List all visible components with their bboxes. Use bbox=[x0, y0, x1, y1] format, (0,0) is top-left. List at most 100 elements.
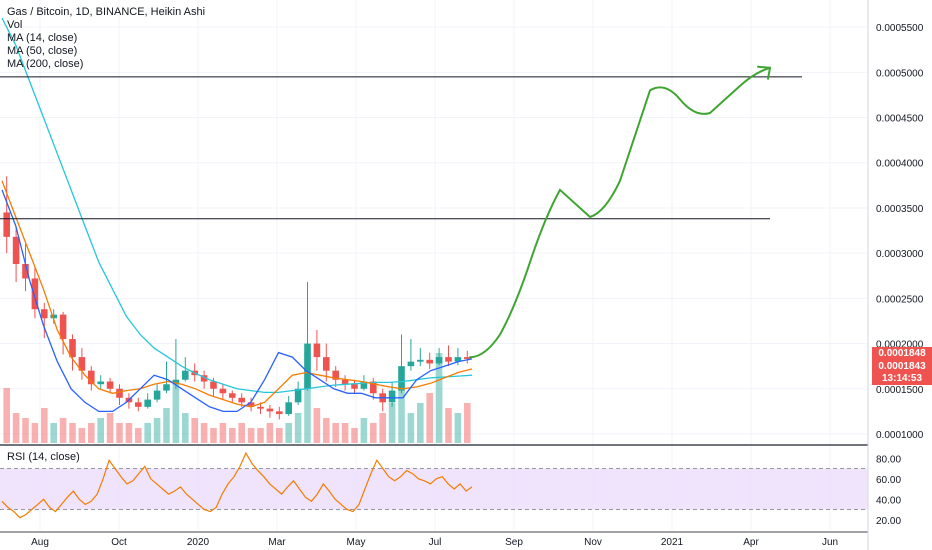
volume-bar bbox=[388, 403, 396, 443]
price-tick-label: 0.0001000 bbox=[876, 430, 924, 441]
volume-bar bbox=[163, 408, 170, 443]
volume-bar bbox=[454, 413, 462, 443]
volume-bar bbox=[135, 428, 142, 443]
candle-body bbox=[247, 402, 255, 407]
ma50-line bbox=[1, 180, 473, 408]
legend-ma50[interactable]: MA (50, close) bbox=[7, 45, 78, 57]
volume-bar bbox=[182, 413, 189, 443]
volume-bar bbox=[238, 423, 245, 443]
candle-body bbox=[323, 357, 330, 371]
time-tick-label: Sep bbox=[505, 537, 523, 548]
volume-bar bbox=[31, 423, 39, 443]
projection-drawing[interactable] bbox=[469, 65, 771, 359]
candle-body bbox=[313, 343, 321, 358]
volume-bar bbox=[379, 413, 386, 443]
legend-ma14[interactable]: MA (14, close) bbox=[7, 32, 78, 44]
volume-bar bbox=[59, 418, 67, 443]
volume-bar bbox=[69, 423, 76, 443]
rsi-tick-label: 40.00 bbox=[876, 495, 901, 506]
legend-vol[interactable]: Vol bbox=[7, 19, 23, 31]
price-tick-label: 0.0002500 bbox=[876, 294, 924, 305]
last-price-tag: 0.0001848 bbox=[872, 347, 932, 360]
candle-body bbox=[59, 314, 67, 340]
rsi-polyline bbox=[1, 451, 473, 519]
volume-bar bbox=[144, 423, 151, 443]
candle-body bbox=[398, 366, 405, 391]
price-tick-label: 0.0003500 bbox=[876, 204, 924, 215]
candle-body bbox=[370, 381, 377, 394]
candle-body bbox=[41, 309, 48, 319]
volume-bar bbox=[229, 428, 236, 443]
candle-body bbox=[285, 402, 292, 415]
candle-body bbox=[435, 357, 443, 364]
rsi-band-fill bbox=[0, 468, 868, 510]
price-tick-label: 0.0004500 bbox=[876, 114, 924, 125]
candle-body bbox=[69, 339, 76, 358]
horizontal-lines[interactable] bbox=[0, 76, 802, 220]
candles bbox=[3, 176, 471, 420]
volume-bar bbox=[3, 388, 10, 443]
time-tick-label: 2020 bbox=[187, 537, 210, 548]
candle-body bbox=[106, 381, 114, 389]
candle-body bbox=[219, 388, 227, 394]
candle-body bbox=[116, 388, 123, 398]
legend-title[interactable]: Gas / Bitcoin, 1D, BINANCE, Heikin Ashi bbox=[7, 6, 206, 18]
volume-bar bbox=[125, 423, 133, 443]
candle-body bbox=[360, 381, 368, 389]
rsi-axis[interactable]: 80.00 60.00 40.00 20.00 bbox=[876, 454, 901, 527]
time-tick-label: Apr bbox=[743, 537, 759, 548]
volume-bar bbox=[172, 383, 180, 443]
rsi-legend[interactable]: RSI (14, close) bbox=[7, 451, 80, 463]
price-tick-label: 0.0005500 bbox=[876, 23, 924, 34]
candle-body bbox=[163, 384, 170, 391]
volume-bars bbox=[3, 353, 471, 443]
volume-bar bbox=[417, 403, 424, 443]
candle-body bbox=[417, 359, 424, 362]
volume-bar bbox=[407, 413, 415, 443]
volume-bar bbox=[116, 423, 123, 443]
volume-bar bbox=[370, 423, 377, 443]
volume-bar bbox=[323, 418, 330, 443]
rsi-band bbox=[0, 468, 868, 510]
time-tick-label: Mar bbox=[268, 537, 286, 548]
volume-bar bbox=[219, 423, 227, 443]
volume-bar bbox=[12, 413, 20, 443]
candle-body bbox=[200, 375, 208, 382]
volume-bar bbox=[351, 428, 358, 443]
candle-body bbox=[464, 357, 471, 359]
volume-bar bbox=[41, 408, 48, 443]
ma200-line bbox=[1, 17, 473, 394]
price-tick-label: 0.0003000 bbox=[876, 249, 924, 260]
candle-body bbox=[3, 212, 10, 237]
volume-bar bbox=[191, 418, 198, 443]
chart-legend: Gas / Bitcoin, 1D, BINANCE, Heikin Ashi … bbox=[7, 6, 205, 71]
volume-bar bbox=[257, 428, 264, 443]
price-tick-label: 0.0001500 bbox=[876, 385, 924, 396]
candle-body bbox=[97, 381, 104, 385]
candle-body bbox=[210, 381, 217, 389]
price-tick-label: 0.0005000 bbox=[876, 68, 924, 79]
ma-price-tag: 0.0001843 bbox=[872, 360, 932, 373]
rsi-tick-label: 80.00 bbox=[876, 454, 901, 465]
ma14-line bbox=[1, 189, 473, 413]
time-tick-label: Jun bbox=[822, 537, 838, 548]
candle-body bbox=[78, 357, 86, 371]
volume-bar bbox=[97, 418, 104, 443]
projection-arrowhead[interactable] bbox=[757, 65, 771, 80]
volume-bar bbox=[304, 353, 311, 443]
candle-body bbox=[172, 379, 180, 385]
candle-body bbox=[238, 397, 245, 403]
candle-body bbox=[182, 370, 189, 380]
candle-body bbox=[12, 236, 20, 264]
time-axis[interactable]: Aug Oct 2020 Mar May Jul Sep Nov 2021 Apr Jun bbox=[31, 537, 838, 548]
volume-bar bbox=[332, 423, 339, 443]
price-axis[interactable]: 0.0005500 0.0005000 0.0004500 0.0004000 0.00… bbox=[876, 23, 924, 441]
legend-ma200[interactable]: MA (200, close) bbox=[7, 58, 84, 70]
candle-body bbox=[407, 361, 415, 367]
projection-path[interactable] bbox=[469, 66, 771, 359]
candle-body bbox=[135, 402, 142, 407]
volume-bar bbox=[341, 423, 349, 443]
